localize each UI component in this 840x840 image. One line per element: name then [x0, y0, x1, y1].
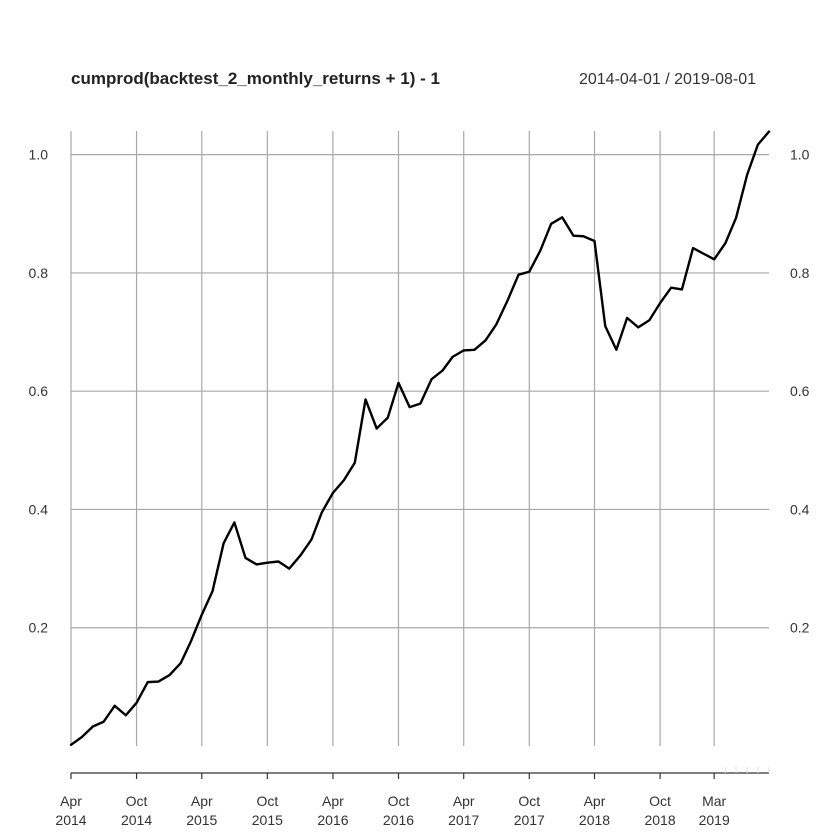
x-tick-label-year: 2017	[514, 812, 545, 828]
y-tick-label-right: 0.4	[790, 501, 810, 517]
x-tick-label-month: Oct	[126, 793, 148, 809]
grid	[70, 131, 769, 746]
x-tick-label-month: Oct	[649, 793, 671, 809]
x-tick-label-month: Apr	[453, 793, 475, 809]
axes: 0.2 0.2 0.4 0.4 0.6 0.6 0.8 0.8 1.0 1.0 Apr 2014 Oct…	[29, 147, 810, 828]
x-tick-label-year: 2014	[121, 812, 152, 828]
x-tick-label-month: Oct	[388, 793, 410, 809]
x-tick-label-year: 2014	[55, 812, 86, 828]
x-tick-label-month: Apr	[60, 793, 82, 809]
y-tick-label-left: 1.0	[29, 147, 49, 163]
x-tick-label-year: 2017	[448, 812, 479, 828]
chart-title: cumprod(backtest_2_monthly_returns + 1) …	[71, 69, 440, 88]
y-tick-label-left: 0.4	[29, 501, 49, 517]
x-tick-label-year: 2018	[644, 812, 675, 828]
series-layer	[69, 130, 771, 747]
x-tick-label-year: 2016	[383, 812, 414, 828]
x-tick-label-year: 2018	[579, 812, 610, 828]
x-tick-label-year: 2019	[699, 812, 730, 828]
x-tick-label-year: 2015	[186, 812, 217, 828]
series-line-0	[69, 130, 771, 747]
x-tick-label-year: 2015	[252, 812, 283, 828]
y-tick-label-right: 0.2	[790, 620, 810, 636]
x-tick-label-month: Apr	[191, 793, 213, 809]
y-tick-label-right: 0.6	[790, 383, 810, 399]
y-tick-label-left: 0.2	[29, 620, 49, 636]
y-tick-label-right: 0.8	[790, 265, 810, 281]
x-tick-label-month: Apr	[322, 793, 344, 809]
date-range-label: 2014-04-01 / 2019-08-01	[579, 71, 756, 88]
y-tick-label-right: 1.0	[790, 147, 810, 163]
x-tick-label-month: Apr	[584, 793, 606, 809]
x-tick-label-month: Oct	[518, 793, 540, 809]
x-tick-label-year: 2016	[317, 812, 348, 828]
x-tick-label-month: Oct	[256, 793, 278, 809]
x-tick-label-month: Mar	[702, 793, 726, 809]
y-tick-label-left: 0.8	[29, 265, 49, 281]
y-tick-label-left: 0.6	[29, 383, 49, 399]
